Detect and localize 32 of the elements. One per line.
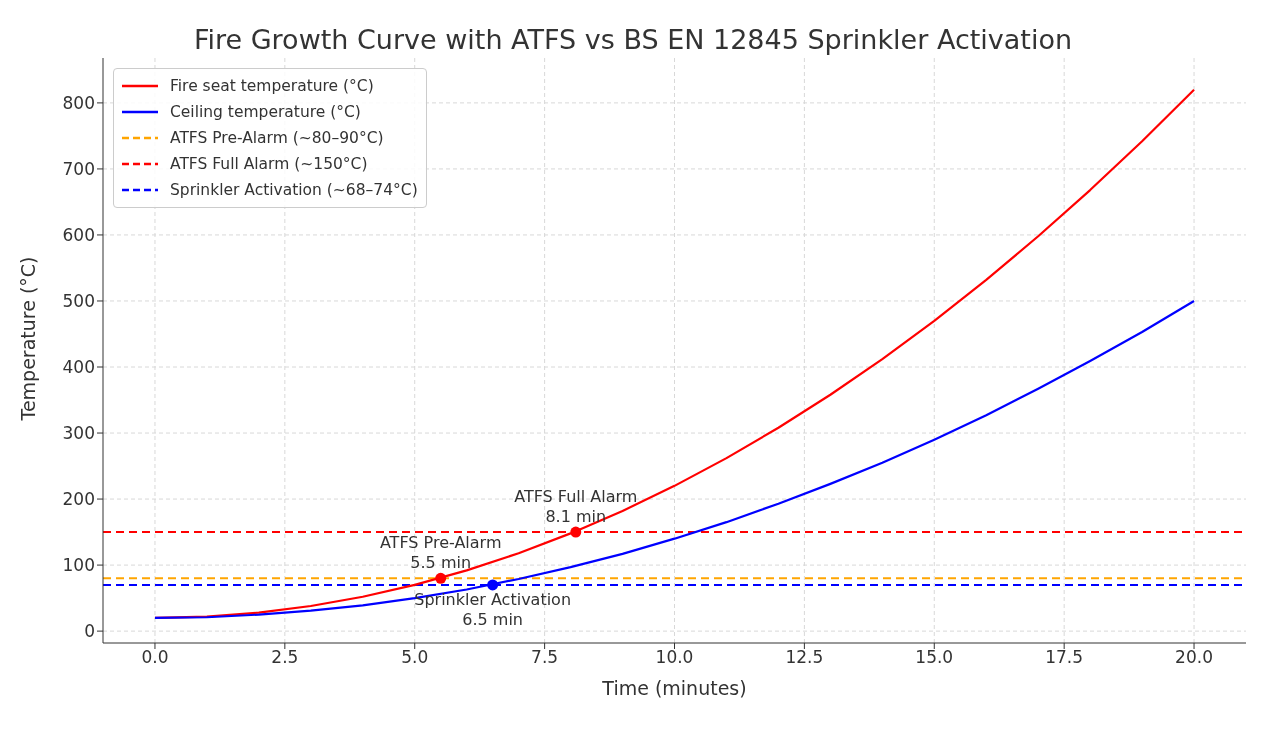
annotation: ATFS Pre-Alarm 5.5 min — [379, 533, 502, 573]
legend-label: ATFS Full Alarm (~150°C) — [170, 155, 368, 173]
point — [570, 526, 582, 538]
x-tick-label: 5.0 — [401, 647, 429, 668]
legend-label: Fire seat temperature (°C) — [170, 77, 374, 95]
point — [435, 572, 447, 584]
y-axis-title: Temperature (°C) — [16, 256, 39, 422]
point — [487, 579, 499, 591]
y-tick-label: 700 — [62, 158, 95, 179]
y-tick-label: 300 — [62, 423, 95, 444]
x-tick-label: 20.0 — [1175, 647, 1213, 668]
annotation: ATFS Full Alarm 8.1 min — [514, 487, 638, 527]
y-tick-label: 100 — [62, 555, 95, 576]
x-tick-label: 0.0 — [141, 647, 169, 668]
y-tick-label: 600 — [62, 224, 95, 245]
legend-label: ATFS Pre-Alarm (~80–90°C) — [170, 129, 384, 147]
x-tick-label: 2.5 — [271, 647, 299, 668]
y-tick-label: 400 — [62, 357, 95, 378]
legend-label: Sprinkler Activation (~68–74°C) — [170, 181, 418, 199]
annotation: Sprinkler Activation 6.5 min — [414, 589, 572, 629]
x-tick-label: 17.5 — [1045, 647, 1084, 668]
y-tick-label: 500 — [62, 291, 95, 312]
chart-title: Fire Growth Curve with ATFS vs BS EN 12845 Sprinkler Activation — [192, 24, 1074, 55]
x-tick-label: 15.0 — [915, 647, 954, 668]
x-tick-label: 12.5 — [785, 647, 824, 668]
x-tick-label: 10.0 — [655, 647, 694, 668]
x-axis-title: Time (minutes) — [601, 677, 747, 699]
y-tick-label: 0 — [84, 621, 95, 642]
y-tick-label: 200 — [62, 489, 95, 510]
x-tick-label: 7.5 — [531, 647, 559, 668]
y-tick-label: 800 — [62, 92, 95, 113]
legend-label: Ceiling temperature (°C) — [170, 103, 361, 121]
